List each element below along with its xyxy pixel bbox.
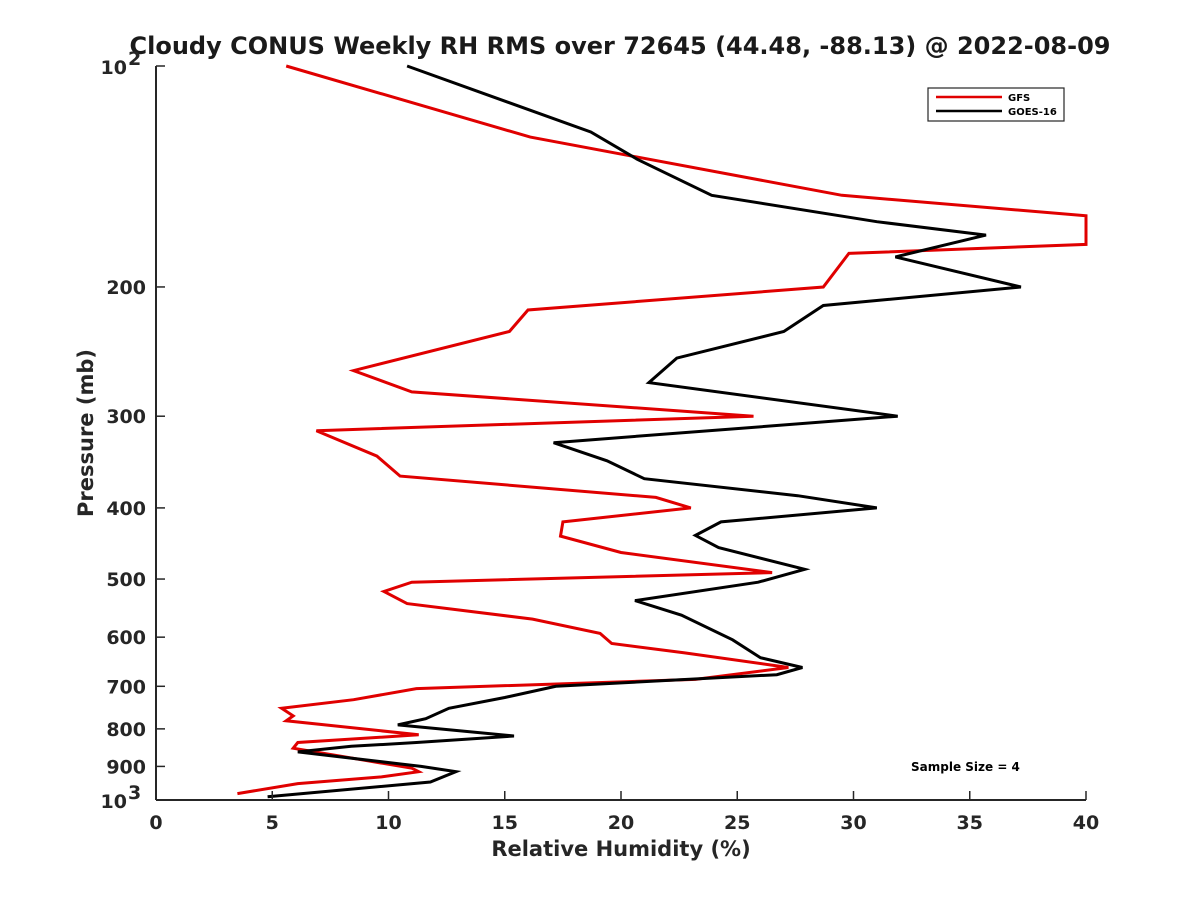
y-tick-label: 300 [106, 406, 146, 428]
x-axis-label: Relative Humidity (%) [491, 837, 750, 861]
y-tick-label-exponent: 2 [128, 48, 141, 70]
x-tick-label: 5 [266, 812, 279, 834]
x-tick-label: 15 [492, 812, 518, 834]
series-line-goes16 [267, 64, 1022, 799]
x-tick-label: 25 [724, 812, 750, 834]
legend: GFS GOES-16 [927, 87, 1065, 122]
y-tick-label: 600 [106, 627, 146, 649]
x-tick-label: 10 [375, 812, 401, 834]
y-tick-label: 200 [106, 277, 146, 299]
axes-background [156, 66, 1086, 800]
sample-size-annotation: Sample Size = 4 [911, 760, 1020, 774]
x-tick-label: 20 [608, 812, 634, 834]
y-tick-label: 400 [106, 498, 146, 520]
legend-label-gfs: GFS [1008, 93, 1030, 104]
y-axis-label: Pressure (mb) [74, 349, 98, 517]
y-tick-label-exponent: 3 [128, 782, 141, 804]
y-tick-label: 800 [106, 719, 146, 741]
y-tick-label: 500 [106, 569, 146, 591]
series-line-gfs [237, 64, 1088, 796]
series-layer [237, 64, 1088, 799]
legend-label-goes16: GOES-16 [1008, 107, 1057, 118]
y-tick-label: 10 [101, 57, 127, 79]
y-tick-label: 10 [101, 791, 127, 813]
x-tick-label: 0 [149, 812, 162, 834]
legend-box [927, 87, 1065, 122]
plot-area: 0 5 10 15 20 25 30 35 40 10 220030040050060070080… [101, 48, 1100, 834]
x-tick-label: 35 [957, 812, 983, 834]
chart-title: Cloudy CONUS Weekly RH RMS over 72645 (4… [130, 32, 1111, 60]
x-tick-label: 30 [840, 812, 866, 834]
x-ticks: 0 5 10 15 20 25 30 35 40 [149, 791, 1099, 834]
y-tick-label: 900 [106, 756, 146, 778]
y-tick-label: 700 [106, 676, 146, 698]
x-tick-label: 40 [1073, 812, 1099, 834]
